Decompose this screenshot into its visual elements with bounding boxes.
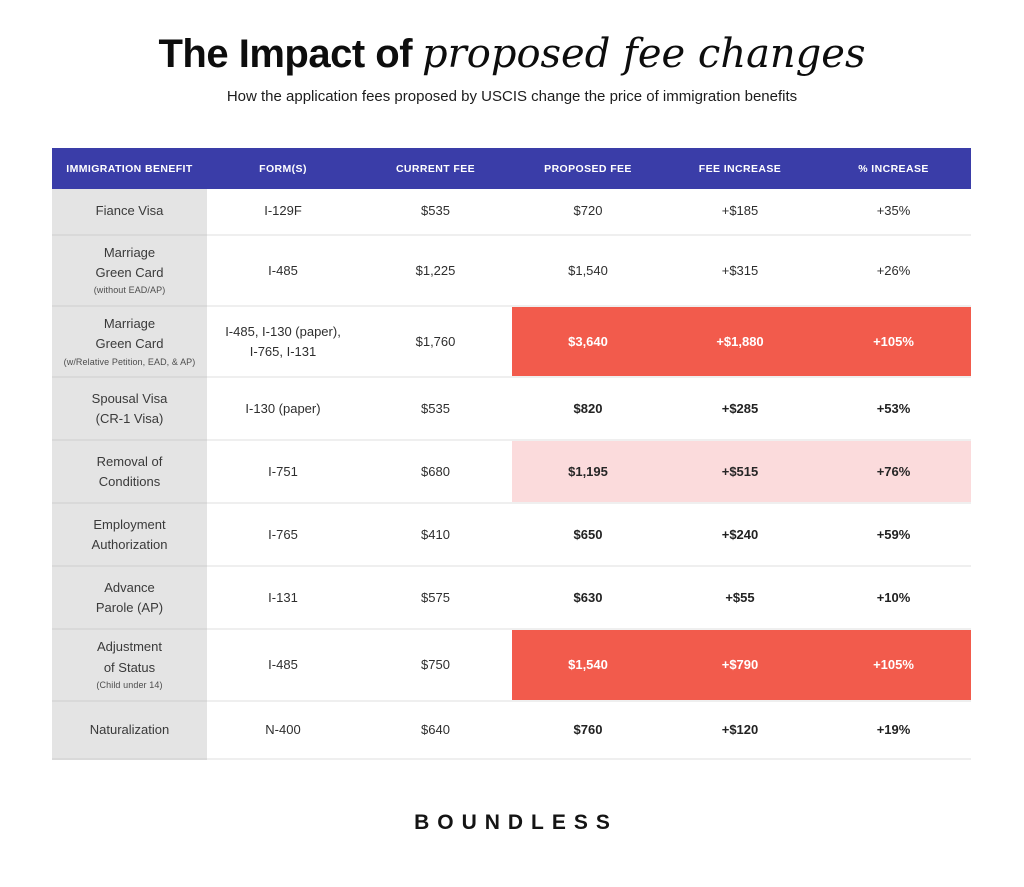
percent-increase-cell: +105% [816,307,971,379]
table-row: Marriage Green Card (without EAD/AP) I-48… [52,236,971,308]
table-row: Advance Parole (AP) I-131 $575 $630 +$55 … [52,567,971,631]
page-subtitle: How the application fees proposed by USC… [226,88,798,105]
current-fee-cell: $410 [359,504,512,568]
fee-table: IMMIGRATION BENEFIT FORM(S) CURRENT FEE PRO… [52,148,971,760]
current-fee-cell: $640 [359,702,512,760]
proposed-fee-cell: $720 [512,189,664,236]
percent-increase-cell: +35% [816,189,971,236]
fee-increase-cell: +$185 [664,189,816,236]
fee-increase-cell: +$120 [664,702,816,760]
benefit-label: Marriage Green Card [95,245,164,281]
table-row: Employment Authorization I-765 $410 $650 … [52,504,971,568]
table-row: Marriage Green Card (w/Relative Petition,… [52,307,971,379]
forms-cell: I-131 [207,567,359,631]
proposed-fee-cell: $1,540 [512,236,664,308]
benefit-note: (Child under 14) [96,679,163,690]
boundless-logo: BOUNDLESS [414,811,618,834]
table-row: Naturalization N-400 $640 $760 +$120 +19… [52,701,971,760]
percent-increase-cell: +76% [816,441,971,505]
page-title: The Impact of proposed fee changes [0,32,1024,76]
current-fee-cell: $750 [359,630,512,702]
header-section: The Impact of proposed fee changes How th… [0,0,1024,105]
current-fee-cell: $535 [359,378,512,442]
benefit-label: Naturalization [89,721,170,737]
proposed-fee-cell: $760 [512,702,664,760]
percent-increase-cell: +10% [816,567,971,631]
current-fee-cell: $575 [359,567,512,631]
fee-increase-cell: +$1,880 [664,307,816,379]
fee-increase-cell: +$240 [664,504,816,568]
column-header: FORM(S) [259,162,307,175]
forms-cell: N-400 [207,702,359,760]
forms-cell: I-485, I-130 (paper), I-765, I-131 [207,307,359,379]
forms-cell: I-485 [207,236,359,308]
column-header: % INCREASE [858,162,929,175]
table-row: Fiance Visa I-129F $535 $720 +$185 +35% [52,189,971,236]
proposed-fee-cell: $3,640 [512,307,664,379]
benefit-cell: Spousal Visa (CR-1 Visa) [52,378,207,442]
current-fee-cell: $535 [359,189,512,236]
column-header: CURRENT FEE [395,162,476,175]
benefit-cell: Removal of Conditions [52,441,207,505]
title-italic-part: proposed fee changes [422,31,866,77]
proposed-fee-cell: $650 [512,504,664,568]
benefit-cell: Adjustment of Status (Child under 14) [52,630,207,702]
forms-cell: I-129F [207,189,359,236]
fee-increase-cell: +$515 [664,441,816,505]
current-fee-cell: $1,225 [359,236,512,308]
forms-cell: I-485 [207,630,359,702]
percent-increase-cell: +19% [816,702,971,760]
proposed-fee-cell: $820 [512,378,664,442]
fee-increase-cell: +$285 [664,378,816,442]
proposed-fee-cell: $1,195 [512,441,664,505]
benefit-cell: Marriage Green Card (w/Relative Petition,… [52,307,207,379]
proposed-fee-cell: $1,540 [512,630,664,702]
percent-increase-cell: +26% [816,236,971,308]
title-bold-part: The Impact of [158,32,413,76]
fee-increase-cell: +$315 [664,236,816,308]
benefit-note: (w/Relative Petition, EAD, & AP) [63,356,196,367]
forms-cell: I-765 [207,504,359,568]
proposed-fee-cell: $630 [512,567,664,631]
percent-increase-cell: +105% [816,630,971,702]
fee-increase-cell: +$55 [664,567,816,631]
benefit-label: Employment Authorization [91,516,168,552]
benefit-cell: Employment Authorization [52,504,207,568]
benefit-label: Adjustment of Status [96,639,163,675]
current-fee-cell: $680 [359,441,512,505]
percent-increase-cell: +59% [816,504,971,568]
benefit-label: Spousal Visa (CR-1 Visa) [91,390,168,426]
table-row: Spousal Visa (CR-1 Visa) I-130 (paper) $5… [52,378,971,442]
table-row: Removal of Conditions I-751 $680 $1,195 +… [52,441,971,505]
column-header: IMMIGRATION BENEFIT [66,162,193,175]
forms-cell: I-751 [207,441,359,505]
benefit-cell: Fiance Visa [52,189,207,236]
benefit-cell: Marriage Green Card (without EAD/AP) [52,236,207,308]
benefit-cell: Advance Parole (AP) [52,567,207,631]
forms-cell: I-130 (paper) [207,378,359,442]
current-fee-cell: $1,760 [359,307,512,379]
table-row: Adjustment of Status (Child under 14) I-4… [52,630,971,702]
benefit-label: Fiance Visa [95,203,164,219]
benefit-note: (without EAD/AP) [93,285,166,296]
fee-increase-cell: +$790 [664,630,816,702]
column-header: FEE INCREASE [698,162,782,175]
table-header-row: IMMIGRATION BENEFIT FORM(S) CURRENT FEE PRO… [52,148,971,189]
benefit-cell: Naturalization [52,701,207,760]
column-header: PROPOSED FEE [544,162,632,175]
table-body: Fiance Visa I-129F $535 $720 +$185 +35% … [52,189,971,760]
percent-increase-cell: +53% [816,378,971,442]
benefit-label: Removal of Conditions [96,453,163,489]
benefit-label: Advance Parole (AP) [95,579,164,615]
benefit-label: Marriage Green Card [95,316,164,352]
